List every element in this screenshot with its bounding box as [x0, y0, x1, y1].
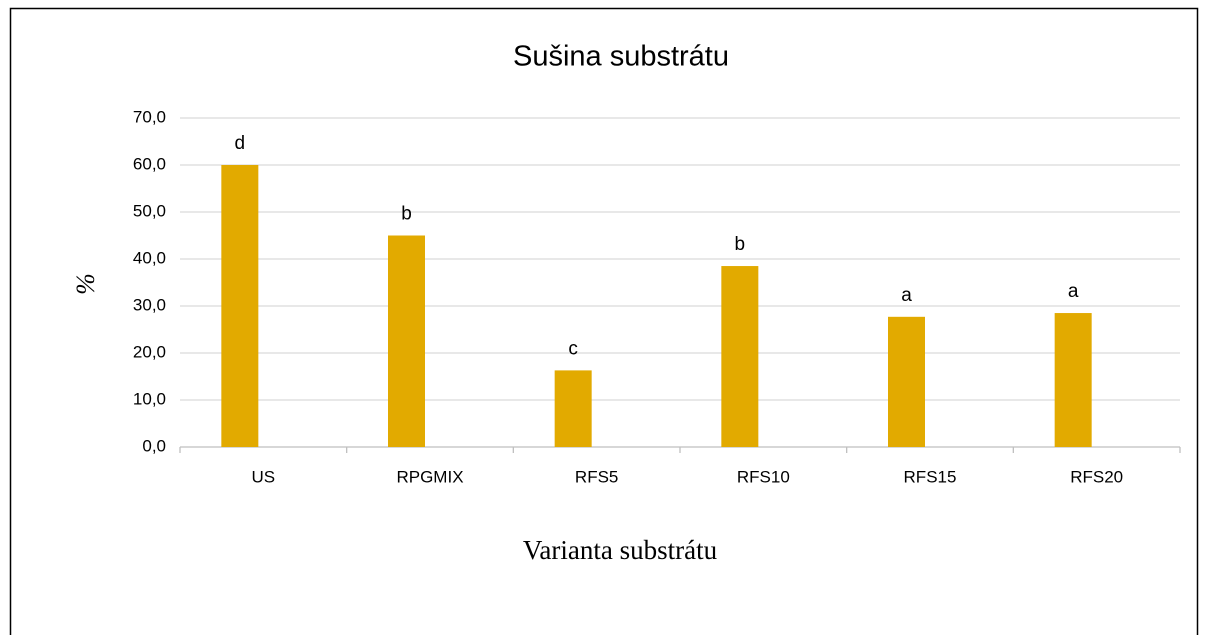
- x-tick-label: RFS20: [1070, 467, 1123, 486]
- y-axis-label: %: [71, 273, 100, 295]
- bar: [221, 165, 259, 447]
- chart-title: Sušina substrátu: [513, 41, 729, 73]
- annotation: c: [568, 338, 578, 359]
- bar: [388, 235, 425, 447]
- bar: [1054, 313, 1092, 447]
- x-tick-label: RPGMIX: [396, 467, 463, 486]
- annotation: d: [235, 133, 246, 154]
- y-tick-label: 30,0: [133, 295, 166, 314]
- y-tick-label: 50,0: [133, 201, 166, 220]
- x-tick-label: US: [252, 467, 276, 486]
- x-axis-label: Varianta substrátu: [523, 535, 718, 565]
- bar: [888, 316, 925, 447]
- y-tick-label: 0,0: [142, 436, 166, 455]
- frame: [9, 7, 1199, 635]
- y-tick-label: 40,0: [133, 248, 166, 267]
- annotation: a: [901, 285, 912, 306]
- y-tick-label: 70,0: [133, 107, 166, 126]
- x-tick-label: RFS5: [575, 467, 618, 486]
- annotation: b: [735, 234, 746, 255]
- annotation: a: [1068, 281, 1079, 302]
- bar: [554, 370, 592, 447]
- y-tick-label: 60,0: [133, 154, 166, 173]
- y-tick-label: 20,0: [133, 342, 166, 361]
- x-tick-label: RFS15: [904, 467, 957, 486]
- x-tick-label: RFS10: [737, 467, 790, 486]
- bar: [721, 266, 759, 447]
- y-tick-label: 10,0: [133, 389, 166, 408]
- annotation: b: [401, 204, 412, 225]
